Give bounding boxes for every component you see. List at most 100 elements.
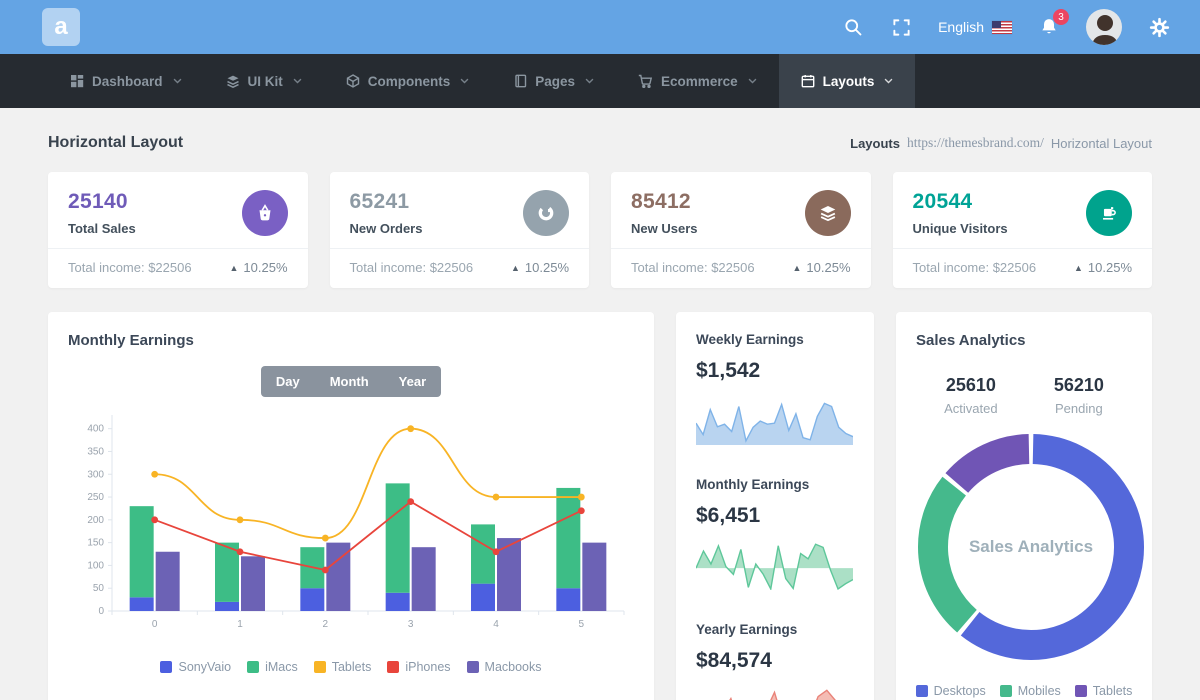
svg-text:50: 50 (93, 583, 105, 594)
grid-icon (71, 75, 84, 88)
shopping-bag-icon (241, 190, 288, 236)
legend-item[interactable]: SonyVaio (160, 660, 231, 674)
cube-icon (346, 74, 359, 88)
svg-text:300: 300 (87, 469, 104, 480)
person-silhouette-icon (1092, 15, 1118, 45)
stat-label: Total Sales (68, 221, 136, 236)
monthly-earnings-card: Monthly Earnings Day Month Year 0 50 100 15… (48, 312, 654, 700)
breadcrumb: Layouts https://themesbrand.com/ Horizon… (850, 135, 1152, 151)
svg-text:0: 0 (98, 606, 104, 617)
language-selector[interactable]: English (938, 19, 1012, 35)
arrow-up-icon: ▲ (1073, 262, 1083, 273)
legend-item[interactable]: iPhones (387, 660, 451, 674)
legend-item[interactable]: Tablets (313, 660, 371, 674)
earnings-summary-card: Weekly Earnings $1,542 Monthly Earnings … (676, 312, 874, 700)
range-button-day[interactable]: Day (261, 366, 315, 397)
earn-value: $1,542 (696, 359, 761, 382)
stat-value: 25140 (68, 190, 128, 213)
earn-label: Yearly Earnings (696, 622, 798, 637)
stat-change: ▲ 10.25% (1073, 260, 1132, 275)
nav-item-ecommerce[interactable]: Ecommerce (616, 54, 779, 108)
nav-label: Pages (535, 73, 576, 89)
app-logo[interactable]: a (42, 8, 80, 46)
settings-gear-icon[interactable] (1148, 16, 1170, 38)
svg-text:5: 5 (579, 619, 585, 630)
bell-icon (1042, 19, 1056, 34)
logo-letter: a (54, 13, 68, 40)
activated-stat: 25610 Activated (944, 375, 998, 416)
notification-badge: 3 (1053, 9, 1069, 25)
svg-text:200: 200 (87, 515, 104, 526)
legend-item[interactable]: iMacs (247, 660, 298, 674)
calendar-icon (801, 75, 814, 88)
stat-label: Unique Visitors (912, 221, 1008, 236)
layers-icon (226, 75, 239, 88)
nav-item-components[interactable]: Components (324, 54, 492, 108)
sales-analytics-legend: Desktops Mobiles Tablets (915, 684, 1132, 698)
svg-text:250: 250 (87, 492, 104, 503)
range-toggle-group: Day Month Year (260, 366, 442, 397)
weekly-earnings-block: Weekly Earnings $1,542 (696, 332, 854, 459)
weekly-earnings-sparkline (696, 402, 853, 445)
fullscreen-icon[interactable] (890, 16, 912, 38)
range-button-year[interactable]: Year (384, 366, 441, 397)
earn-value: $6,451 (696, 504, 761, 527)
stat-card-new-users: 85412 New Users Total income: $22506 ▲ 10… (611, 172, 871, 288)
avatar[interactable] (1086, 9, 1122, 45)
svg-text:0: 0 (152, 619, 158, 630)
svg-text:150: 150 (87, 538, 104, 549)
chevron-down-icon (884, 78, 893, 84)
legend-item[interactable]: Macbooks (466, 660, 542, 674)
range-button-month[interactable]: Month (315, 366, 384, 397)
cart-icon (638, 74, 653, 88)
stat-value: 85412 (631, 190, 691, 213)
us-flag-icon (992, 20, 1012, 34)
notifications-button[interactable]: 3 (1038, 9, 1069, 38)
legend-item[interactable]: Tablets (1074, 684, 1132, 698)
stat-income: Total income: $22506 (68, 260, 192, 275)
svg-text:2: 2 (323, 619, 329, 630)
stat-income: Total income: $22506 (349, 260, 474, 275)
stat-card-unique-visitors: 20544 Unique Visitors Total income: $225… (892, 172, 1152, 288)
coffee-cup-icon (1086, 190, 1132, 236)
search-icon[interactable] (842, 16, 864, 38)
svg-text:400: 400 (87, 424, 104, 435)
stat-label: New Users (631, 221, 698, 236)
monthly-earnings-legend: SonyVaio iMacs Tablets iPhones Macbooks (68, 660, 634, 674)
yearly-earnings-block: Yearly Earnings $84,574 (696, 604, 854, 700)
earn-label: Monthly Earnings (696, 477, 810, 492)
card-title: Sales Analytics (916, 332, 1026, 349)
card-title: Monthly Earnings (68, 332, 194, 349)
breadcrumb-link[interactable]: https://themesbrand.com/ (906, 135, 1044, 150)
chevron-down-icon (460, 78, 469, 84)
chevron-down-icon (173, 78, 181, 84)
stat-card-new-orders: 65241 New Orders Total income: $22506 ▲ 1… (329, 172, 589, 288)
layers-icon (804, 190, 851, 236)
stat-income: Total income: $22506 (631, 260, 755, 275)
svg-text:100: 100 (87, 560, 104, 571)
nav-item-layouts[interactable]: Layouts (778, 54, 916, 108)
sales-analytics-donut[interactable] (916, 432, 1146, 662)
sales-analytics-card: Sales Analytics 25610 Activated 56210 Pe… (896, 312, 1152, 700)
legend-item[interactable]: Desktops (915, 684, 986, 698)
page-title: Horizontal Layout (48, 134, 184, 151)
language-label: English (938, 19, 984, 35)
nav-item-ui-kit[interactable]: UI Kit (204, 54, 324, 108)
earn-value: $84,574 (696, 649, 772, 672)
earn-label: Weekly Earnings (696, 332, 804, 347)
arrow-up-icon: ▲ (792, 262, 802, 273)
monthly-earnings-block: Monthly Earnings $6,451 (696, 459, 854, 604)
nav-item-pages[interactable]: Pages (491, 54, 616, 108)
nav-item-dashboard[interactable]: Dashboard (48, 54, 204, 108)
monthly-earnings-chart[interactable]: 0 50 100 150 200 250 300 350 400 0 1 2 3 4 5 (68, 401, 634, 653)
arrow-up-icon: ▲ (510, 262, 520, 273)
stat-income: Total income: $22506 (912, 260, 1037, 275)
legend-item[interactable]: Mobiles (999, 684, 1061, 698)
stats-row: 25140 Total Sales Total income: $22506 ▲… (48, 172, 1152, 288)
main-navbar: Dashboard UI Kit Components Pages Ecomme… (0, 54, 1200, 108)
redo-circle-icon (523, 190, 569, 236)
nav-label: Dashboard (92, 73, 163, 89)
breadcrumb-section: Layouts (850, 135, 900, 151)
yearly-earnings-sparkline (729, 689, 836, 700)
monthly-earnings-sparkline (696, 543, 853, 590)
